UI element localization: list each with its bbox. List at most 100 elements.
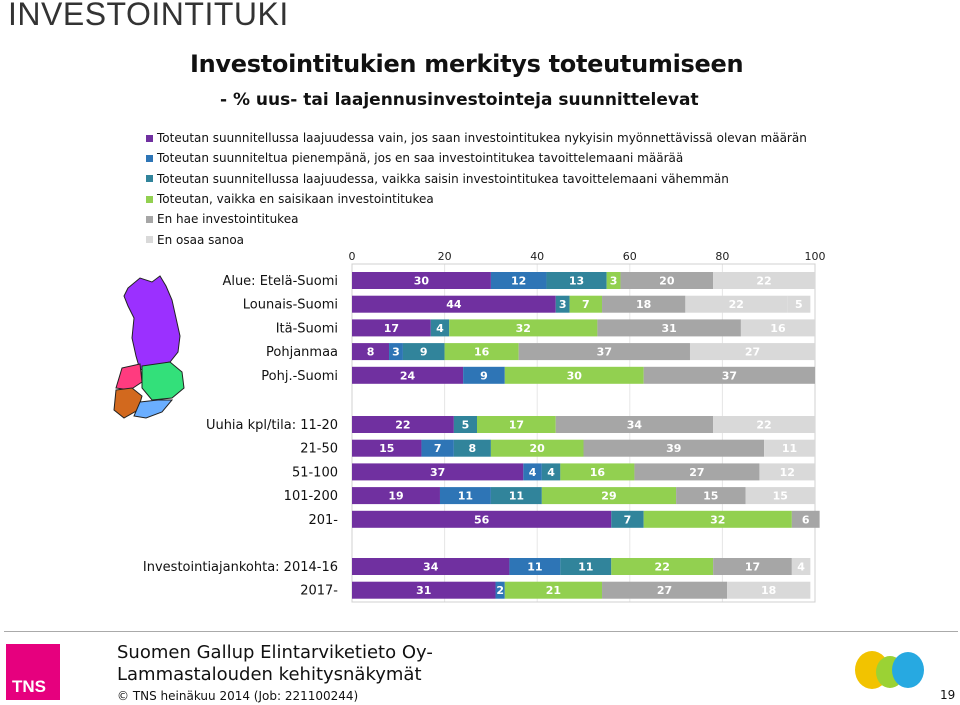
x-tick-label: 20: [438, 250, 452, 263]
bar-data-label: 21: [546, 584, 561, 597]
bar-segment: [352, 272, 491, 289]
bar-data-label: 34: [423, 561, 439, 574]
bar-segment: [490, 272, 547, 289]
bar-data-label: 18: [636, 298, 651, 311]
legend-item: En osaa sanoa: [146, 229, 807, 249]
bar-data-label: 22: [655, 561, 670, 574]
bar-segment: [504, 581, 603, 599]
bar-data-label: 8: [469, 442, 477, 455]
bar-segment: [453, 439, 491, 457]
bar-data-label: 20: [530, 442, 546, 455]
bar-data-label: 3: [559, 298, 567, 311]
bar-segment: [402, 343, 445, 361]
bar-data-label: 16: [770, 322, 786, 335]
bar-data-label: 17: [745, 561, 760, 574]
bar-data-label: 2: [496, 584, 504, 597]
legend-item: Toteutan suunnitellussa laajuudessa vain…: [146, 128, 807, 148]
legend-swatch: [146, 154, 153, 162]
footer-copyright: © TNS heinäkuu 2014 (Job: 221100244): [117, 689, 359, 703]
legend-item: Toteutan suunnitellussa laajuudessa, vai…: [146, 169, 807, 189]
bar-data-label: 27: [745, 346, 760, 359]
bar-segment: [389, 343, 403, 361]
bar-data-label: 17: [509, 419, 524, 432]
legend-label: Toteutan suunnitellussa laajuudessa vain…: [157, 131, 807, 146]
bar-segment: [745, 487, 815, 505]
bar-segment: [449, 319, 598, 337]
bar-segment: [597, 319, 741, 337]
bar-segment: [685, 295, 788, 313]
bar-data-label: 19: [388, 490, 403, 503]
bar-segment: [555, 295, 570, 313]
bar-segment: [352, 295, 556, 313]
bar-data-label: 34: [627, 419, 643, 432]
legend-swatch: [146, 215, 153, 223]
bar-segment: [490, 439, 584, 457]
bar-segment: [602, 295, 686, 313]
x-tick-label: 80: [715, 250, 729, 263]
bar-data-label: 3: [392, 346, 400, 359]
bar-segment: [569, 295, 603, 313]
footer-company-line2: Lammastalouden kehitysnäkymät: [117, 664, 422, 685]
chart-plot: 0 20 40 60 80 100 Alue: Etelä-Suomi 30 12 13 3 20 2…: [113, 250, 826, 603]
bar-data-label: 27: [689, 466, 704, 479]
bar-data-label: 17: [384, 322, 399, 335]
bar-segment: [430, 319, 450, 337]
map-region-east: [141, 361, 185, 401]
row-label: Pohjanmaa: [266, 345, 338, 360]
bar-data-label: 11: [782, 442, 797, 455]
bar-data-label: 5: [795, 298, 803, 311]
bar-segment: [791, 510, 820, 528]
bar-segment: [620, 272, 714, 289]
legend-item: En hae investointitukea: [146, 209, 807, 229]
bar-segment: [689, 343, 815, 361]
bar-data-label: 9: [480, 369, 488, 382]
map-region-south: [133, 399, 174, 419]
bar-segment: [352, 343, 390, 361]
bar-segment: [643, 366, 815, 384]
bar-segment: [560, 558, 612, 575]
bar-segment: [509, 558, 561, 575]
bar-data-label: 9: [420, 346, 428, 359]
row-label: Investointiajankohta: 2014-16: [143, 560, 338, 575]
slide-title: INVESTOINTITUKI: [8, 0, 289, 32]
bar-segment: [740, 319, 815, 337]
row-label: Pohj.-Suomi: [261, 369, 338, 384]
bar-data-label: 29: [601, 490, 616, 503]
legend-swatch: [146, 236, 153, 244]
bar-segment: [352, 487, 440, 505]
footer-divider: [4, 631, 958, 632]
bar-data-label: 18: [761, 584, 776, 597]
bar-data-label: 22: [756, 275, 771, 288]
bar-data-label: 11: [527, 561, 542, 574]
bar-segment: [444, 343, 519, 361]
brand-logo-icon: [855, 651, 924, 689]
row-label: Alue: Etelä-Suomi: [222, 274, 338, 289]
legend-swatch: [146, 195, 153, 203]
bar-data-label: 16: [474, 346, 490, 359]
bar-segment: [490, 487, 542, 505]
bar-data-label: 11: [509, 490, 524, 503]
chart-subtitle: - % uus- tai laajennusinvestointeja suun…: [220, 90, 699, 110]
bar-segment: [606, 272, 621, 289]
row-label: Itä-Suomi: [276, 321, 338, 336]
bar-data-label: 37: [722, 369, 737, 382]
bar-data-label: 7: [582, 298, 590, 311]
bar-segment: [352, 319, 431, 337]
bar-segment: [352, 581, 496, 599]
row-label: 101-200: [284, 489, 338, 504]
bar-data-label: 22: [729, 298, 744, 311]
footer-company-line1: Suomen Gallup Elintarviketieto Oy-: [117, 642, 433, 663]
bar-data-label: 30: [567, 369, 583, 382]
bar-segment: [352, 416, 454, 433]
bar-data-label: 4: [797, 561, 805, 574]
legend-label: Toteutan suunniteltua pienempänä, jos en…: [157, 151, 684, 166]
bar-segment: [764, 439, 815, 457]
row-label: 201-: [308, 513, 338, 528]
bar-segment: [463, 366, 505, 384]
bar-data-label: 11: [578, 561, 593, 574]
tns-logo: TNS: [6, 644, 60, 700]
bar-segment: [541, 487, 677, 505]
bar-data-label: 3: [610, 275, 618, 288]
bar-data-label: 20: [659, 275, 675, 288]
bar-segment: [791, 558, 811, 575]
